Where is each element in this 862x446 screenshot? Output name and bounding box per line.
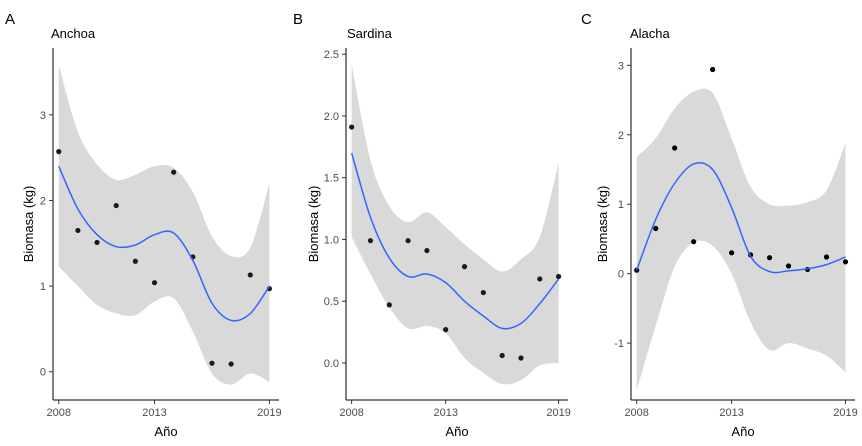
- x-tick-label: 2013: [433, 407, 457, 419]
- data-point: [56, 149, 62, 155]
- panel-alacha: C Alacha -1 0 1 2 3 2008 2013 2019 Año Biomasa (kg): [581, 11, 858, 439]
- data-point: [94, 239, 100, 246]
- y-tick-label: 1: [618, 199, 624, 211]
- data-point: [729, 250, 735, 256]
- y-tick-label: 0.0: [324, 358, 339, 370]
- x-tick-label: 2019: [257, 407, 281, 419]
- data-point: [367, 238, 374, 244]
- y-tick-label: 3: [40, 110, 46, 122]
- x-tick-label: 2013: [719, 407, 743, 419]
- confidence-ribbon: [636, 88, 846, 391]
- data-point: [461, 264, 468, 270]
- panel-title: Anchoa: [51, 26, 96, 41]
- data-point: [672, 145, 678, 151]
- data-point: [842, 259, 849, 265]
- data-point: [555, 273, 562, 280]
- smooth-line: [635, 162, 846, 274]
- data-point: [443, 327, 449, 333]
- y-tick-label: -1: [614, 338, 624, 350]
- panel-letter: B: [293, 11, 303, 28]
- data-point: [710, 66, 716, 73]
- data-point: [766, 255, 773, 261]
- data-point: [499, 352, 505, 359]
- y-tick-label: 2.0: [324, 111, 339, 123]
- data-point: [518, 355, 524, 361]
- smooth-line: [350, 152, 560, 330]
- y-tick-label: 0: [40, 367, 46, 379]
- panel-title: Sardina: [347, 26, 393, 41]
- data-point: [480, 289, 486, 296]
- x-tick-label: 2008: [47, 407, 71, 419]
- data-point: [132, 258, 138, 264]
- x-tick-label: 2008: [624, 407, 648, 419]
- x-tick-label: 2013: [142, 407, 166, 419]
- y-tick-label: 0.5: [324, 296, 339, 308]
- data-point: [247, 272, 253, 278]
- y-tick-label: 0: [618, 269, 624, 281]
- data-point: [537, 276, 543, 282]
- y-tick-label: 2: [618, 130, 624, 142]
- data-point: [151, 280, 158, 286]
- data-point: [785, 263, 792, 269]
- data-point: [653, 225, 659, 232]
- x-axis-title: Año: [154, 424, 177, 439]
- confidence-ribbon: [58, 65, 270, 385]
- panel-letter: A: [5, 11, 15, 28]
- data-point: [823, 254, 830, 260]
- confidence-ribbon: [351, 64, 559, 385]
- y-tick-label: 3: [618, 60, 624, 72]
- y-tick-label: 2: [40, 195, 46, 207]
- y-tick-label: 2.5: [324, 49, 339, 61]
- y-tick-label: 1.5: [324, 173, 339, 185]
- panel-title: Alacha: [630, 26, 671, 41]
- data-point: [691, 239, 697, 245]
- data-point: [113, 202, 119, 209]
- y-axis-title: Biomasa (kg): [595, 186, 610, 263]
- data-point: [75, 227, 81, 234]
- data-point: [209, 360, 215, 366]
- x-tick-label: 2019: [546, 407, 570, 419]
- panel-letter: C: [581, 11, 592, 28]
- panel-anchoa: A Anchoa 0 1 2 3 2008 2013 2019 Año Biomasa (kg): [5, 11, 282, 439]
- data-point: [405, 238, 411, 244]
- y-axis-title: Biomasa (kg): [306, 186, 321, 263]
- data-point: [171, 169, 177, 175]
- smooth-line: [58, 165, 271, 322]
- panel-sardina: B Sardina 0.0 0.5 1.0 1.5 2.0 2.5 2008 2013 2019 Añ…: [293, 11, 571, 439]
- data-point: [386, 302, 392, 308]
- x-tick-label: 2019: [833, 407, 857, 419]
- data-point: [424, 247, 430, 254]
- x-tick-label: 2008: [339, 407, 363, 419]
- data-point: [349, 124, 355, 130]
- y-axis-title: Biomasa (kg): [21, 186, 36, 263]
- y-tick-label: 1: [40, 281, 46, 293]
- y-tick-label: 1.0: [324, 234, 339, 246]
- x-axis-title: Año: [445, 424, 468, 439]
- x-axis-title: Año: [731, 424, 754, 439]
- data-point: [228, 361, 234, 367]
